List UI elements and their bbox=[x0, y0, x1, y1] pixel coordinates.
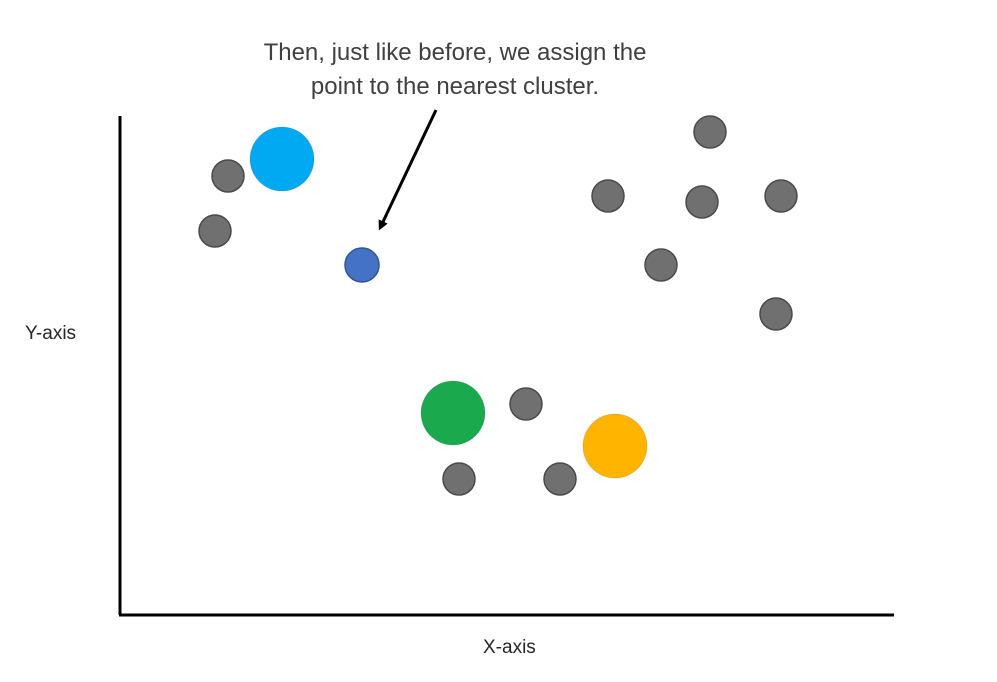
data-marks bbox=[198, 115, 798, 496]
centroid-orange bbox=[582, 413, 648, 479]
centroid-green bbox=[420, 380, 486, 446]
data-point-10 bbox=[442, 462, 476, 496]
annotation-line-2: point to the nearest cluster. bbox=[310, 73, 600, 100]
data-point-1 bbox=[211, 159, 245, 193]
data-point-11 bbox=[543, 462, 577, 496]
data-point-5 bbox=[685, 185, 719, 219]
annotation-line-1: Then, just like before, we assign the bbox=[263, 39, 647, 66]
data-point-9 bbox=[509, 387, 543, 421]
data-point-7 bbox=[644, 248, 678, 282]
data-point-8 bbox=[759, 297, 793, 331]
data-point-4 bbox=[591, 179, 625, 213]
y-axis-label: Y-axis bbox=[25, 323, 77, 344]
data-point-3 bbox=[693, 115, 727, 149]
annotation-arrow bbox=[378, 109, 438, 231]
new-point bbox=[344, 247, 380, 283]
annotation-text: Then, just like before, we assign the po… bbox=[205, 36, 705, 104]
centroid-blue bbox=[249, 126, 315, 192]
data-point-6 bbox=[764, 179, 798, 213]
x-axis-label: X-axis bbox=[483, 637, 536, 658]
data-point-2 bbox=[198, 214, 232, 248]
